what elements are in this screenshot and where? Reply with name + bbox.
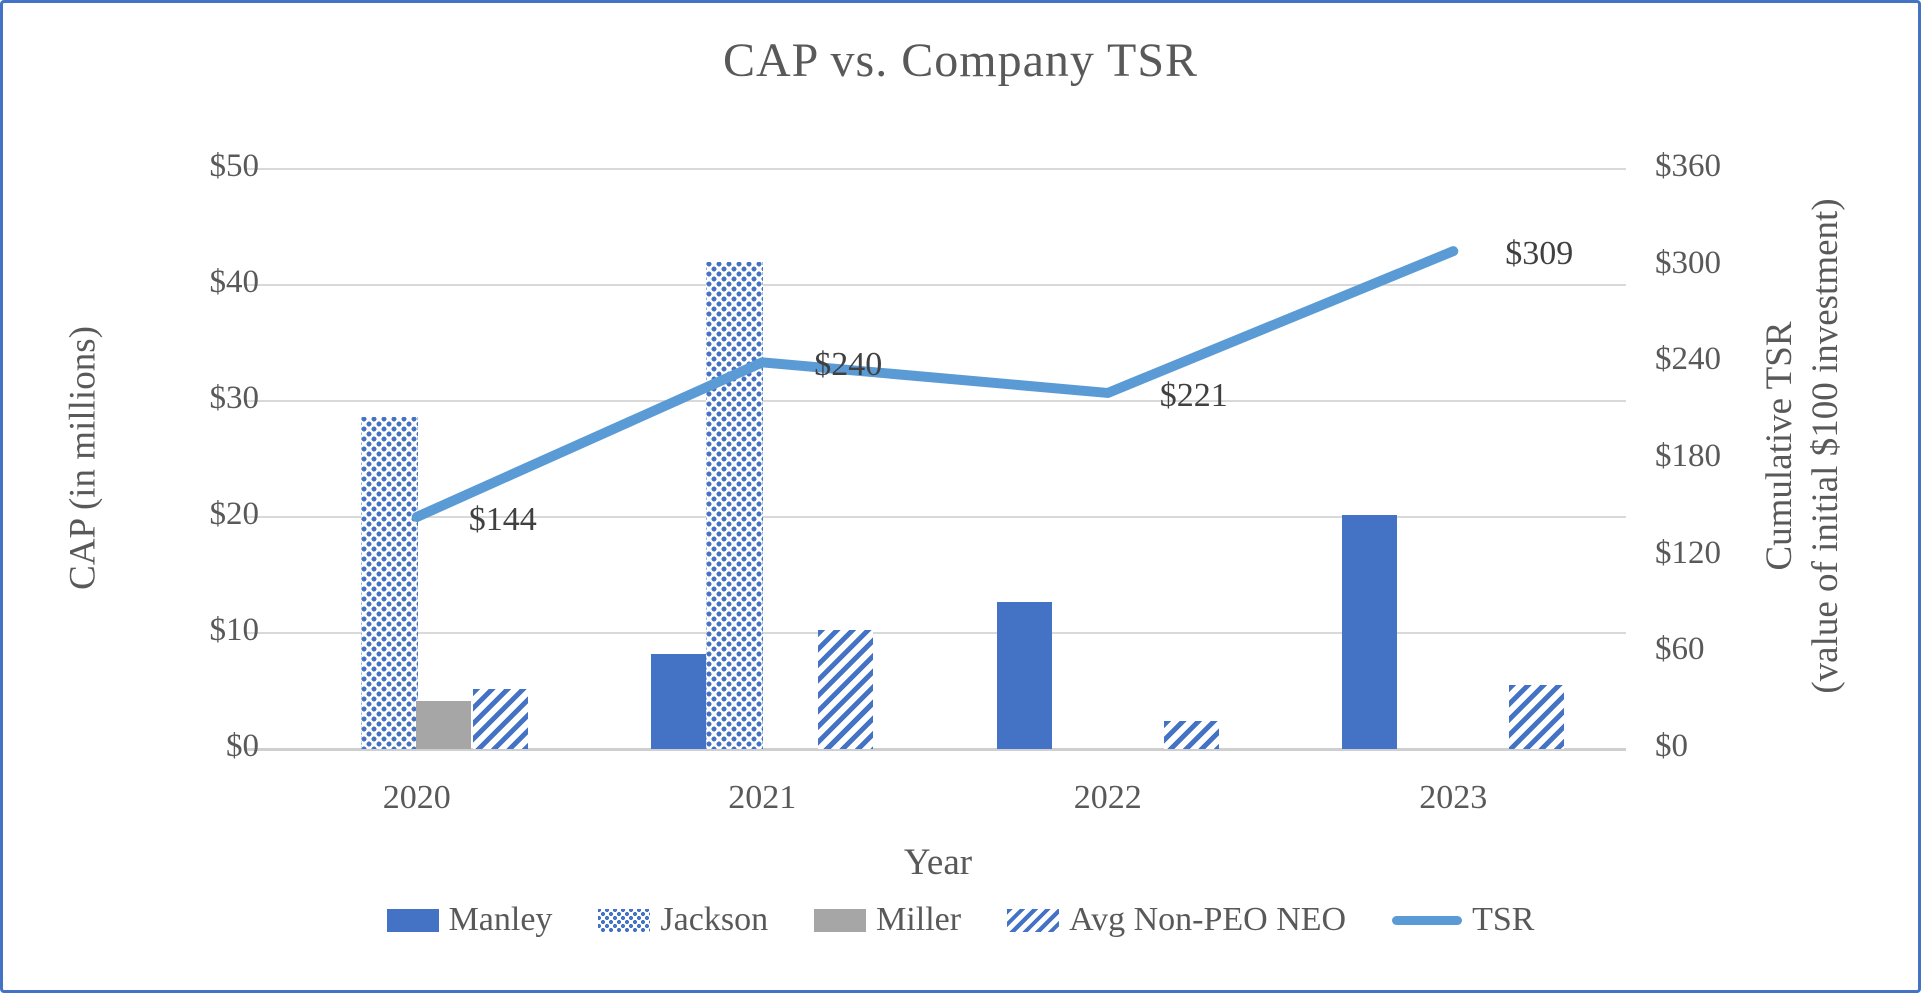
right-tick-label: $0	[1655, 728, 1688, 764]
legend-item-miller: Miller	[814, 901, 961, 939]
bar-avg-non-peo-neo-2021	[818, 629, 874, 749]
left-tick-label: $10	[209, 612, 260, 648]
right-axis-title: Cumulative TSR (value of initial $100 in…	[1757, 198, 1849, 693]
gridline	[244, 168, 1626, 170]
right-tick-label: $360	[1655, 148, 1721, 184]
left-tick-label: $50	[209, 148, 260, 184]
right-tick-label: $300	[1655, 244, 1721, 281]
bar-manley-2021	[651, 653, 707, 749]
legend-marker-solid-blue	[386, 908, 439, 932]
legend-item-tsr: TSR	[1392, 901, 1534, 939]
tsr-data-label-2022: $221	[1159, 376, 1228, 414]
legend-item-jackson: Jackson	[598, 901, 768, 939]
legend-label: Jackson	[660, 901, 769, 938]
bar-avg-non-peo-neo-2020	[472, 688, 528, 749]
x-axis-title: Year	[903, 842, 973, 883]
x-category-label-2022: 2022	[1073, 779, 1142, 816]
chart-title: CAP vs. Company TSR	[722, 34, 1199, 87]
gridline	[244, 516, 1626, 518]
legend-marker-dotted-blue	[598, 908, 651, 932]
bar-miller-2020	[415, 701, 471, 749]
plot-area: $144 $240 $221 $309	[244, 168, 1626, 751]
bar-avg-non-peo-neo-2023	[1509, 685, 1565, 749]
right-tick-label: $60	[1655, 631, 1705, 668]
left-axis-title: CAP (in millions)	[62, 326, 104, 590]
legend-marker-line	[1392, 915, 1463, 925]
bar-manley-2022	[996, 601, 1052, 749]
right-tick-label: $120	[1655, 534, 1721, 571]
legend-marker-striped-blue	[1007, 908, 1060, 932]
tsr-line	[411, 246, 1459, 522]
tsr-data-label-2021: $240	[814, 346, 883, 384]
x-category-label-2020: 2020	[382, 779, 451, 816]
x-axis-baseline	[244, 748, 1626, 751]
left-tick-label: $30	[209, 380, 260, 416]
right-tick-label: $240	[1655, 341, 1721, 378]
bar-jackson-2021	[706, 261, 764, 749]
left-tick-label: $20	[209, 496, 260, 532]
legend-marker-solid-gray	[814, 908, 867, 932]
legend-item-manley: Manley	[386, 901, 553, 939]
bar-manley-2023	[1342, 514, 1398, 749]
bar-avg-non-peo-neo-2022	[1163, 721, 1219, 749]
left-tick-label: $0	[226, 728, 259, 764]
tsr-data-label-2020: $144	[468, 501, 537, 538]
x-category-label-2023: 2023	[1419, 779, 1488, 816]
right-axis-title-line1: Cumulative TSR	[1759, 321, 1800, 571]
right-tick-label: $180	[1655, 438, 1721, 474]
legend-label: Miller	[876, 901, 962, 938]
legend: Manley Jackson Miller Avg Non-PEO NEO TSR	[3, 901, 1918, 939]
gridline	[244, 632, 1626, 634]
legend-label: Manley	[448, 901, 553, 938]
left-tick-label: $40	[209, 264, 260, 300]
gridline	[244, 284, 1626, 286]
legend-item-avg-non-peo-neo: Avg Non-PEO NEO	[1007, 901, 1346, 939]
right-axis-title-line2: (value of initial $100 investment)	[1805, 198, 1846, 694]
gridline	[244, 400, 1626, 402]
legend-label: TSR	[1472, 901, 1535, 938]
x-category-label-2021: 2021	[728, 779, 797, 816]
bar-jackson-2020	[360, 417, 418, 749]
tsr-data-label-2023: $309	[1505, 235, 1574, 273]
legend-label: Avg Non-PEO NEO	[1069, 901, 1347, 938]
